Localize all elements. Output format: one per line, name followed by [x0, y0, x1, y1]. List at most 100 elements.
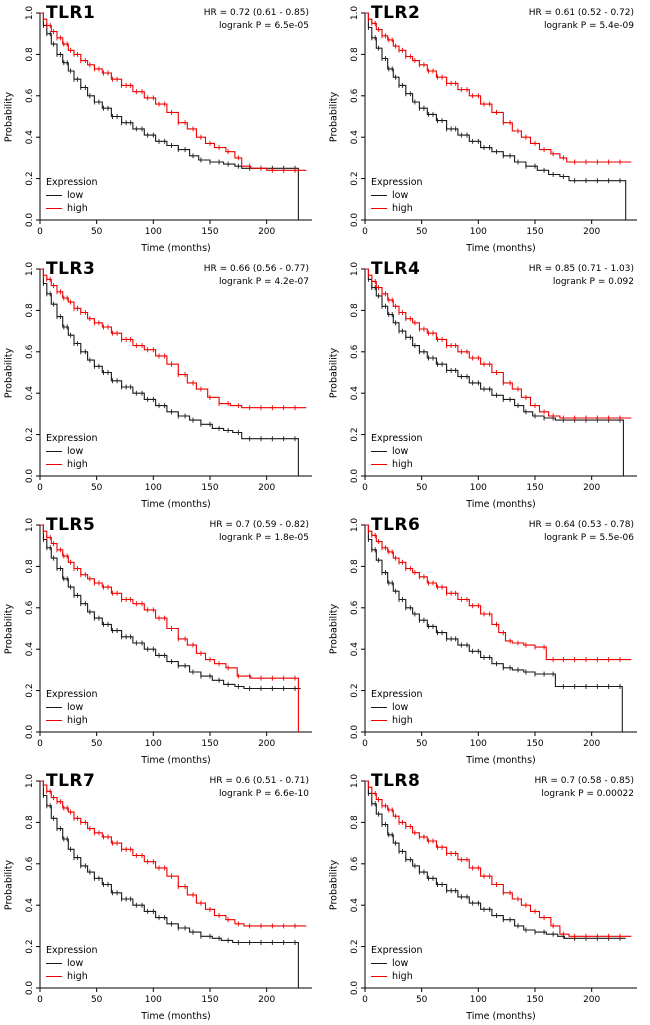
- svg-text:0.6: 0.6: [350, 88, 360, 103]
- svg-text:100: 100: [145, 739, 162, 749]
- svg-text:0.0: 0.0: [350, 725, 360, 740]
- y-axis-label: Probability: [3, 347, 15, 399]
- svg-text:0.4: 0.4: [25, 898, 35, 913]
- low-line-swatch: [46, 451, 62, 453]
- legend-title: Expression: [371, 688, 423, 700]
- svg-text:150: 150: [201, 227, 218, 237]
- svg-text:0.8: 0.8: [350, 303, 360, 318]
- y-axis-label: Probability: [328, 347, 340, 399]
- hr-annotation: HR = 0.6 (0.51 - 0.71) logrank P = 6.6e-…: [209, 775, 309, 801]
- low-line-swatch: [371, 707, 387, 709]
- hr-annotation: HR = 0.85 (0.71 - 1.03) logrank P = 0.09…: [529, 263, 634, 289]
- legend-title: Expression: [371, 432, 423, 444]
- svg-text:150: 150: [526, 995, 543, 1005]
- logrank-text: logrank P = 0.00022: [541, 789, 634, 800]
- high-line-swatch: [46, 976, 62, 978]
- svg-text:0.8: 0.8: [25, 559, 35, 574]
- svg-text:50: 50: [416, 483, 428, 493]
- svg-text:150: 150: [201, 483, 218, 493]
- hr-text: HR = 0.72 (0.61 - 0.85): [203, 8, 309, 18]
- svg-text:0: 0: [362, 483, 368, 493]
- svg-text:50: 50: [416, 995, 428, 1005]
- legend-label-low: low: [392, 958, 409, 970]
- svg-text:0.0: 0.0: [350, 469, 360, 484]
- svg-text:0.6: 0.6: [350, 856, 360, 871]
- legend-label-low: low: [67, 190, 84, 202]
- svg-text:0.2: 0.2: [350, 427, 360, 441]
- svg-text:0.8: 0.8: [25, 47, 35, 62]
- hr-annotation: HR = 0.7 (0.59 - 0.82) logrank P = 1.8e-…: [209, 519, 309, 545]
- low-line-swatch: [371, 451, 387, 453]
- legend-title: Expression: [46, 432, 98, 444]
- logrank-text: logrank P = 5.5e-06: [544, 533, 634, 544]
- panel-title: TLR7: [46, 771, 96, 791]
- svg-text:100: 100: [470, 227, 487, 237]
- y-axis-label: Probability: [3, 603, 15, 655]
- legend: Expression low high: [371, 689, 423, 728]
- legend-label-low: low: [392, 446, 409, 458]
- svg-text:50: 50: [91, 483, 103, 493]
- legend-label-low: low: [67, 446, 84, 458]
- svg-text:0.0: 0.0: [25, 213, 35, 228]
- svg-text:0.2: 0.2: [25, 939, 35, 953]
- svg-text:1.0: 1.0: [350, 262, 360, 277]
- hr-text: HR = 0.7 (0.59 - 0.82): [209, 520, 309, 530]
- x-axis-label: Time (months): [141, 499, 211, 510]
- svg-text:0: 0: [37, 483, 43, 493]
- legend-label-high: high: [392, 715, 413, 727]
- x-axis-label: Time (months): [466, 499, 536, 510]
- svg-text:1.0: 1.0: [25, 774, 35, 789]
- svg-text:200: 200: [583, 739, 600, 749]
- legend-label-high: high: [392, 203, 413, 215]
- svg-text:0.0: 0.0: [350, 213, 360, 228]
- svg-text:150: 150: [201, 995, 218, 1005]
- hr-text: HR = 0.7 (0.58 - 0.85): [534, 776, 634, 786]
- svg-text:0.4: 0.4: [25, 642, 35, 657]
- svg-text:0.4: 0.4: [350, 642, 360, 657]
- x-axis-label: Time (months): [141, 1011, 211, 1022]
- logrank-text: logrank P = 0.092: [552, 277, 634, 288]
- svg-text:0.2: 0.2: [350, 683, 360, 697]
- svg-text:200: 200: [583, 995, 600, 1005]
- svg-text:200: 200: [583, 483, 600, 493]
- hr-text: HR = 0.6 (0.51 - 0.71): [209, 776, 309, 786]
- svg-text:0.4: 0.4: [350, 898, 360, 913]
- svg-text:0.6: 0.6: [25, 856, 35, 871]
- hr-text: HR = 0.66 (0.56 - 0.77): [203, 264, 309, 274]
- svg-text:0.4: 0.4: [350, 130, 360, 145]
- svg-text:0.6: 0.6: [350, 600, 360, 615]
- legend: Expression low high: [46, 689, 98, 728]
- km-panel-tlr2: 0 50 100 150 200 0.0 0.2 0.4 0.6 0.8 1.0 TLR2 HR =…: [325, 0, 650, 256]
- legend-title: Expression: [371, 944, 423, 956]
- svg-text:100: 100: [145, 483, 162, 493]
- legend-label-low: low: [67, 958, 84, 970]
- hr-text: HR = 0.61 (0.52 - 0.72): [528, 8, 634, 18]
- svg-text:1.0: 1.0: [350, 6, 360, 21]
- legend-title: Expression: [46, 688, 98, 700]
- legend-label-high: high: [67, 203, 88, 215]
- high-line-swatch: [46, 208, 62, 210]
- svg-text:100: 100: [470, 995, 487, 1005]
- high-line-swatch: [371, 208, 387, 210]
- panel-title: TLR6: [371, 515, 421, 535]
- x-axis-label: Time (months): [466, 755, 536, 766]
- svg-text:0.8: 0.8: [350, 559, 360, 574]
- legend-label-high: high: [392, 971, 413, 983]
- svg-text:0.0: 0.0: [25, 725, 35, 740]
- x-axis-label: Time (months): [466, 243, 536, 254]
- svg-text:0.2: 0.2: [350, 939, 360, 953]
- svg-text:0.4: 0.4: [350, 386, 360, 401]
- svg-text:0.2: 0.2: [25, 683, 35, 697]
- x-axis-label: Time (months): [141, 243, 211, 254]
- svg-text:200: 200: [258, 995, 275, 1005]
- legend-title: Expression: [46, 176, 98, 188]
- svg-text:200: 200: [258, 739, 275, 749]
- km-plot-svg: 0 50 100 150 200 0.0 0.2 0.4 0.6 0.8 1.0: [350, 6, 637, 237]
- legend-title: Expression: [46, 944, 98, 956]
- svg-text:150: 150: [201, 739, 218, 749]
- svg-text:1.0: 1.0: [25, 262, 35, 277]
- high-line-swatch: [371, 720, 387, 722]
- low-line-swatch: [46, 707, 62, 709]
- svg-text:0.6: 0.6: [25, 344, 35, 359]
